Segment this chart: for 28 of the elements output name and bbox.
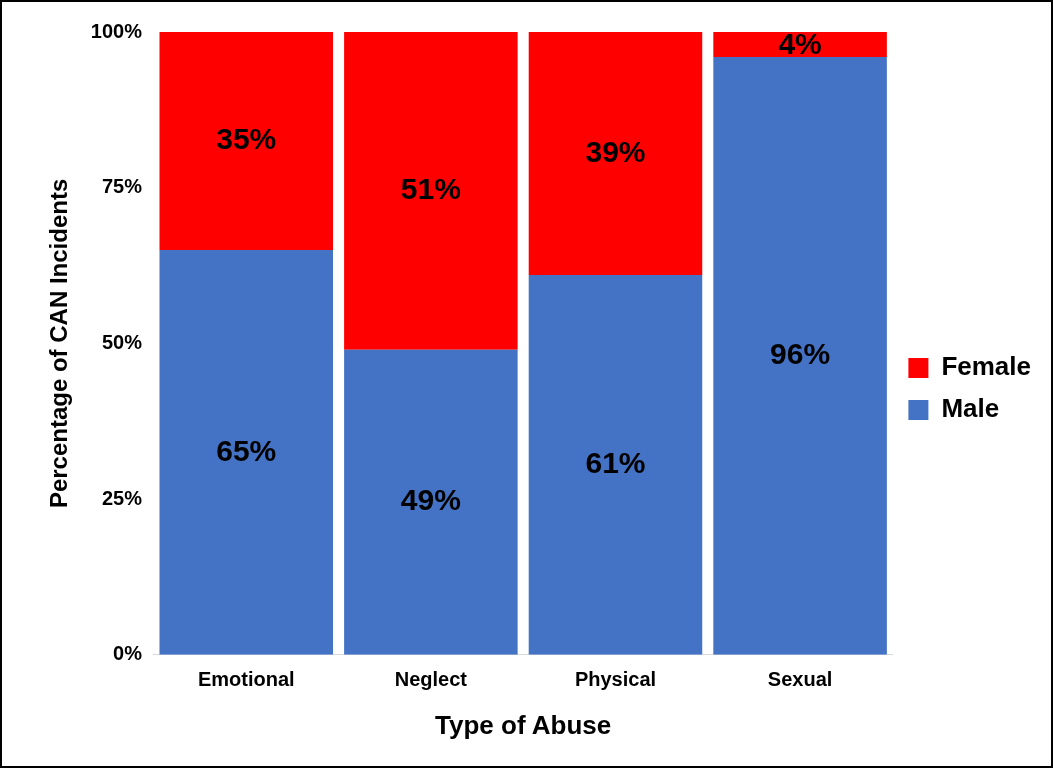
data-label: 96% — [770, 337, 831, 371]
x-tick-label: Emotional — [197, 668, 295, 691]
x-tick-label: Physical — [574, 668, 657, 691]
data-label: 51% — [400, 172, 461, 206]
bar — [528, 274, 703, 655]
y-tick-label: 0% — [113, 642, 143, 665]
bar — [713, 56, 887, 655]
x-tick-label: Neglect — [394, 668, 468, 691]
x-axis-title: Type of Abuse — [435, 709, 612, 740]
y-axis-title: Percentage of CAN Incidents — [45, 178, 73, 509]
legend-label: Female — [941, 351, 1032, 382]
data-label: 4% — [778, 27, 822, 61]
x-tick-label: Sexual — [767, 668, 833, 691]
data-label: 61% — [585, 446, 646, 480]
bar — [159, 249, 334, 655]
bar — [528, 32, 703, 275]
bar — [159, 32, 334, 250]
data-label: 49% — [400, 483, 461, 517]
y-tick-label: 25% — [101, 486, 143, 509]
y-tick-label: 50% — [101, 330, 143, 353]
data-label: 35% — [216, 122, 277, 156]
y-tick-label: 100% — [90, 19, 143, 42]
data-label: 65% — [216, 433, 277, 467]
y-tick-label: 75% — [101, 175, 143, 198]
bar — [344, 32, 518, 350]
bar — [344, 349, 518, 655]
legend-label: Male — [941, 393, 1000, 424]
data-label: 39% — [585, 134, 646, 168]
